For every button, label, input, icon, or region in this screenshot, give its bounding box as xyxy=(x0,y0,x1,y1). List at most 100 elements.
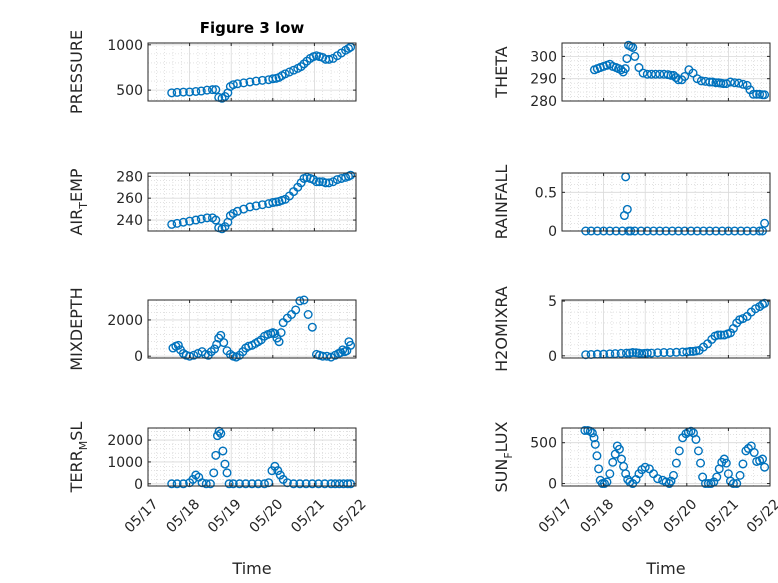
data-point xyxy=(185,87,195,97)
data-point xyxy=(257,75,267,85)
data-point xyxy=(622,54,632,64)
data-point xyxy=(760,90,770,100)
y-axis-label-rest: LUX xyxy=(492,421,511,452)
data-point xyxy=(211,450,221,460)
data-point xyxy=(614,444,624,454)
axes-box xyxy=(147,299,357,359)
y-axis-label: H2OMIXRA xyxy=(492,286,511,372)
data-point xyxy=(311,177,321,187)
data-series xyxy=(589,40,770,100)
y-tick-label: 290 xyxy=(530,72,557,88)
y-tick-label: 0 xyxy=(134,477,143,493)
data-point xyxy=(590,439,600,449)
x-axis-label: Time xyxy=(645,559,685,578)
data-point xyxy=(665,348,675,358)
data-point xyxy=(634,63,644,73)
data-point xyxy=(738,459,748,469)
data-point xyxy=(592,451,602,461)
y-tick-label: 0 xyxy=(548,349,557,365)
data-point xyxy=(748,89,758,99)
data-point xyxy=(659,348,669,358)
y-tick-label: 300 xyxy=(530,49,557,65)
data-point xyxy=(301,479,311,489)
data-point xyxy=(620,64,630,74)
y-tick-label: 5 xyxy=(548,294,557,310)
y-axis-label-rest: EMP xyxy=(67,168,86,202)
data-point xyxy=(214,333,224,343)
data-point xyxy=(671,347,681,357)
data-point xyxy=(201,479,211,489)
y-axis-label-main: SUN xyxy=(492,459,511,493)
data-point xyxy=(651,69,661,79)
data-point xyxy=(343,479,353,489)
data-point xyxy=(247,479,257,489)
data-point xyxy=(642,348,652,358)
data-point xyxy=(760,218,770,228)
data-point xyxy=(616,65,626,75)
data-point xyxy=(716,330,726,340)
data-point xyxy=(712,472,722,482)
axes-background xyxy=(562,300,770,358)
data-point xyxy=(232,79,242,89)
data-point xyxy=(655,69,665,79)
data-point xyxy=(322,351,332,361)
y-tick-label: 500 xyxy=(530,436,557,452)
data-point xyxy=(167,479,177,489)
y-axis-label-subscript: F xyxy=(502,452,515,458)
data-series xyxy=(168,295,356,362)
data-point xyxy=(630,51,640,61)
data-point xyxy=(235,479,245,489)
data-point xyxy=(324,178,334,188)
data-point xyxy=(605,469,615,479)
data-series xyxy=(167,42,356,103)
data-point xyxy=(622,204,632,214)
y-tick-label: 260 xyxy=(116,191,143,207)
data-point xyxy=(245,77,255,87)
data-point xyxy=(642,69,652,79)
data-point xyxy=(631,348,641,358)
data-point xyxy=(167,88,177,98)
chart-title: Figure 3 low xyxy=(200,19,305,37)
subplot-air-temp: 240 260 280 AIRTEMP xyxy=(67,168,357,236)
data-point xyxy=(202,85,212,95)
data-point xyxy=(295,296,305,306)
data-point xyxy=(668,70,678,80)
axes-box xyxy=(147,172,357,232)
data-point xyxy=(671,458,681,468)
data-point xyxy=(205,479,215,489)
data-point xyxy=(758,454,768,464)
data-point xyxy=(346,340,356,350)
subplot-pressure: 500 1000 PRESSURE Figure 3 low xyxy=(67,19,357,114)
y-tick-label: 2000 xyxy=(107,433,143,449)
data-point xyxy=(268,198,278,208)
data-point xyxy=(691,434,701,444)
data-point xyxy=(228,80,238,90)
data-point xyxy=(332,175,342,185)
y-tick-label: 0 xyxy=(548,224,557,240)
data-point xyxy=(640,462,650,472)
data-point xyxy=(666,476,676,486)
data-point xyxy=(253,479,263,489)
data-point xyxy=(264,478,274,488)
data-point xyxy=(245,202,255,212)
data-point xyxy=(610,349,620,359)
data-point xyxy=(222,468,232,478)
data-point xyxy=(289,479,299,489)
data-point xyxy=(289,65,299,75)
data-point xyxy=(209,468,219,478)
y-axis-label: MIXDEPTH xyxy=(67,287,86,370)
data-point xyxy=(270,329,280,339)
data-point xyxy=(268,74,278,84)
data-point xyxy=(196,86,206,96)
data-point xyxy=(581,350,591,360)
data-point xyxy=(280,69,290,79)
data-point xyxy=(638,68,648,78)
grid-lines xyxy=(561,173,771,232)
data-point xyxy=(585,426,595,436)
data-point xyxy=(172,87,182,97)
data-point xyxy=(653,474,663,484)
data-point xyxy=(207,85,217,95)
y-axis-label-subscript: T xyxy=(77,202,90,210)
data-point xyxy=(282,478,292,488)
